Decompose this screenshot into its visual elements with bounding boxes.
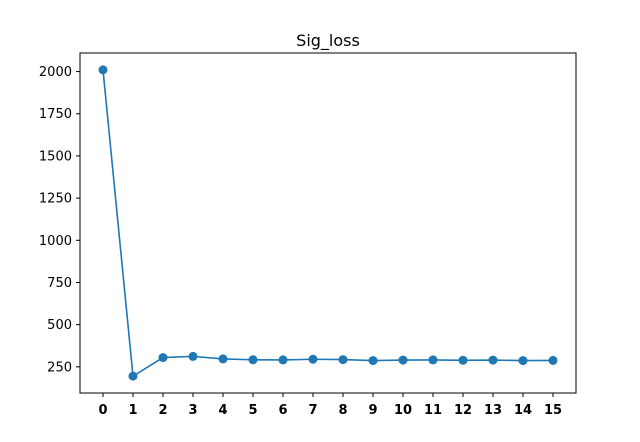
- x-tick-label: 15: [544, 403, 562, 418]
- x-tick-label: 5: [248, 403, 257, 418]
- x-tick-label: 2: [158, 403, 167, 418]
- data-point: [98, 65, 108, 75]
- x-tick-label: 9: [368, 403, 377, 418]
- y-axis: 250 500 750 1000 1250 1500 1750 2000: [39, 65, 80, 375]
- data-point: [488, 355, 498, 365]
- y-tick-label: 1500: [39, 149, 72, 164]
- y-tick-label: 1250: [39, 192, 72, 207]
- series-line: [102, 69, 554, 378]
- x-tick-label: 11: [424, 403, 442, 418]
- y-tick-label: 2000: [39, 65, 72, 80]
- data-point: [218, 354, 228, 364]
- data-point: [248, 355, 258, 365]
- x-tick-label: 10: [394, 403, 412, 418]
- data-point: [458, 355, 468, 365]
- y-tick-label: 750: [47, 276, 72, 291]
- x-tick-label: 8: [338, 403, 347, 418]
- data-point: [338, 355, 348, 365]
- data-point: [128, 371, 138, 381]
- data-point: [308, 354, 318, 364]
- x-tick-label: 0: [98, 403, 107, 418]
- data-point: [278, 355, 288, 365]
- x-tick-label: 3: [188, 403, 197, 418]
- data-point: [158, 353, 168, 363]
- y-tick-label: 1000: [39, 234, 72, 249]
- x-tick-label: 14: [514, 403, 532, 418]
- x-tick-label: 6: [278, 403, 287, 418]
- x-tick-label: 13: [484, 403, 502, 418]
- data-point: [398, 355, 408, 365]
- data-point: [428, 355, 438, 365]
- x-tick-label: 7: [308, 403, 317, 418]
- y-tick-label: 250: [47, 360, 72, 375]
- series-layer: [98, 65, 558, 381]
- x-axis: 0 1 2 3 4 5 6 7 8 9 10 11 12 13 14 15: [98, 393, 562, 418]
- plot-frame: [79, 52, 577, 394]
- data-point: [188, 351, 198, 361]
- x-tick-label: 1: [128, 403, 137, 418]
- data-point: [548, 355, 558, 365]
- x-tick-label: 4: [218, 403, 227, 418]
- data-point: [368, 356, 378, 366]
- y-tick-label: 500: [47, 318, 72, 333]
- chart-title: Sig_loss: [296, 31, 360, 51]
- data-point: [518, 356, 528, 366]
- y-tick-label: 1750: [39, 107, 72, 122]
- x-tick-label: 12: [454, 403, 472, 418]
